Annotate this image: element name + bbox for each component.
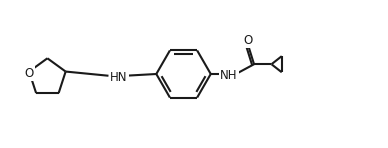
Text: NH: NH [220, 69, 238, 82]
Text: O: O [243, 34, 252, 47]
Text: O: O [24, 67, 34, 80]
Text: HN: HN [110, 71, 128, 84]
